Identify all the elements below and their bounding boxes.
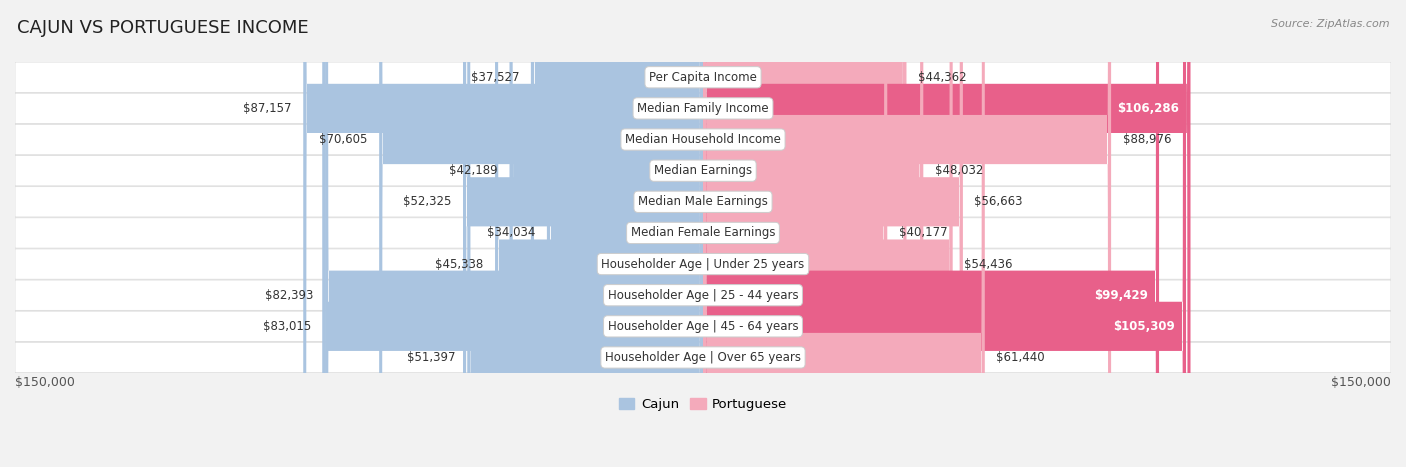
Text: Median Household Income: Median Household Income: [626, 133, 780, 146]
FancyBboxPatch shape: [703, 0, 1187, 467]
Text: $48,032: $48,032: [935, 164, 983, 177]
Text: $99,429: $99,429: [1094, 289, 1147, 302]
Text: $106,286: $106,286: [1118, 102, 1180, 115]
Text: Householder Age | 25 - 44 years: Householder Age | 25 - 44 years: [607, 289, 799, 302]
FancyBboxPatch shape: [15, 342, 1391, 373]
FancyBboxPatch shape: [15, 280, 1391, 311]
FancyBboxPatch shape: [703, 0, 1159, 467]
Text: $82,393: $82,393: [266, 289, 314, 302]
FancyBboxPatch shape: [547, 0, 703, 467]
FancyBboxPatch shape: [15, 249, 1391, 279]
Text: $105,309: $105,309: [1112, 320, 1174, 333]
FancyBboxPatch shape: [325, 0, 703, 467]
FancyBboxPatch shape: [703, 0, 963, 467]
FancyBboxPatch shape: [467, 0, 703, 467]
FancyBboxPatch shape: [463, 0, 703, 467]
Text: $42,189: $42,189: [450, 164, 498, 177]
FancyBboxPatch shape: [703, 0, 887, 467]
FancyBboxPatch shape: [15, 311, 1391, 341]
Text: CAJUN VS PORTUGUESE INCOME: CAJUN VS PORTUGUESE INCOME: [17, 19, 308, 37]
Text: Median Earnings: Median Earnings: [654, 164, 752, 177]
FancyBboxPatch shape: [703, 0, 953, 467]
Text: $45,338: $45,338: [436, 258, 484, 270]
Text: $88,976: $88,976: [1122, 133, 1171, 146]
Text: $44,362: $44,362: [918, 71, 966, 84]
FancyBboxPatch shape: [380, 0, 703, 467]
Text: Source: ZipAtlas.com: Source: ZipAtlas.com: [1271, 19, 1389, 28]
FancyBboxPatch shape: [15, 187, 1391, 217]
FancyBboxPatch shape: [509, 0, 703, 467]
FancyBboxPatch shape: [531, 0, 703, 467]
Text: Per Capita Income: Per Capita Income: [650, 71, 756, 84]
FancyBboxPatch shape: [703, 0, 984, 467]
Text: $83,015: $83,015: [263, 320, 311, 333]
Text: Median Female Earnings: Median Female Earnings: [631, 226, 775, 240]
FancyBboxPatch shape: [322, 0, 703, 467]
FancyBboxPatch shape: [15, 218, 1391, 248]
FancyBboxPatch shape: [304, 0, 703, 467]
Text: $52,325: $52,325: [404, 195, 451, 208]
Text: Householder Age | Under 25 years: Householder Age | Under 25 years: [602, 258, 804, 270]
Text: $61,440: $61,440: [997, 351, 1045, 364]
FancyBboxPatch shape: [15, 62, 1391, 92]
FancyBboxPatch shape: [703, 0, 907, 467]
Legend: Cajun, Portuguese: Cajun, Portuguese: [613, 393, 793, 416]
Text: $150,000: $150,000: [15, 375, 75, 389]
Text: $51,397: $51,397: [408, 351, 456, 364]
Text: $87,157: $87,157: [243, 102, 292, 115]
Text: $56,663: $56,663: [974, 195, 1022, 208]
FancyBboxPatch shape: [703, 0, 1111, 467]
FancyBboxPatch shape: [703, 0, 1191, 467]
Text: $34,034: $34,034: [486, 226, 536, 240]
Text: $37,527: $37,527: [471, 71, 519, 84]
FancyBboxPatch shape: [15, 156, 1391, 186]
Text: Median Family Income: Median Family Income: [637, 102, 769, 115]
Text: $70,605: $70,605: [319, 133, 368, 146]
FancyBboxPatch shape: [15, 93, 1391, 124]
FancyBboxPatch shape: [495, 0, 703, 467]
Text: Householder Age | Over 65 years: Householder Age | Over 65 years: [605, 351, 801, 364]
FancyBboxPatch shape: [703, 0, 924, 467]
Text: Median Male Earnings: Median Male Earnings: [638, 195, 768, 208]
Text: $54,436: $54,436: [965, 258, 1012, 270]
Text: $150,000: $150,000: [1331, 375, 1391, 389]
Text: $40,177: $40,177: [898, 226, 948, 240]
Text: Householder Age | 45 - 64 years: Householder Age | 45 - 64 years: [607, 320, 799, 333]
FancyBboxPatch shape: [15, 124, 1391, 155]
